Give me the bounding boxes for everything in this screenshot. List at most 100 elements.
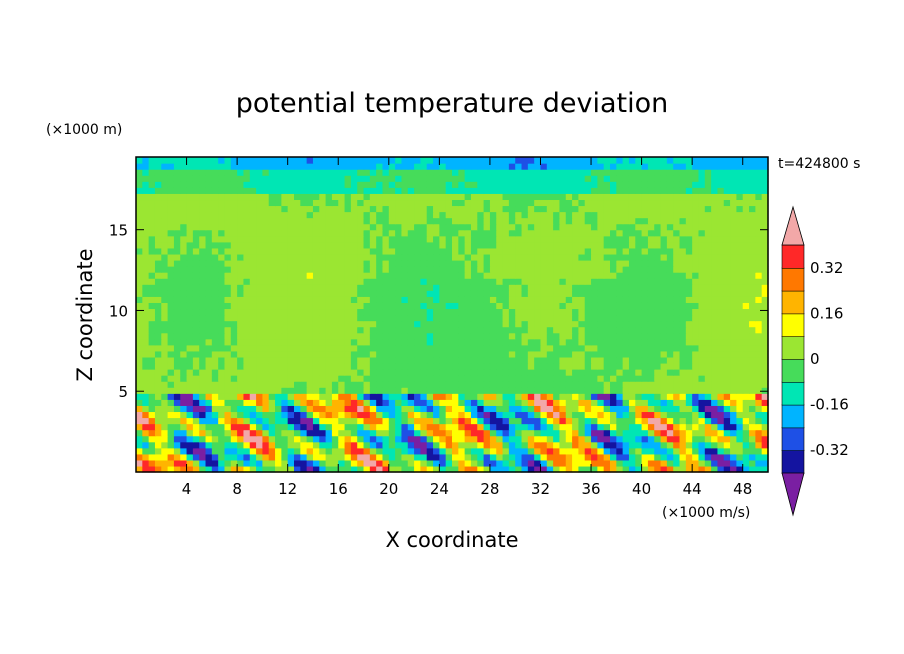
heatmap-cell bbox=[496, 259, 504, 267]
heatmap-cell bbox=[205, 199, 213, 207]
heatmap-cell bbox=[161, 344, 169, 352]
heatmap-cell bbox=[641, 205, 649, 213]
heatmap-cell bbox=[591, 459, 598, 467]
heatmap-cell bbox=[584, 375, 592, 382]
heatmap-cell bbox=[300, 369, 308, 376]
heatmap-cell bbox=[300, 296, 308, 303]
heatmap-cell bbox=[211, 423, 219, 431]
heatmap-cell bbox=[622, 181, 630, 188]
heatmap-cell bbox=[395, 223, 403, 231]
heatmap-cell bbox=[338, 181, 346, 188]
heatmap-cell bbox=[692, 223, 700, 231]
heatmap-cell bbox=[597, 344, 605, 352]
heatmap-cell bbox=[508, 326, 516, 334]
heatmap-cell bbox=[477, 193, 485, 201]
heatmap-cell bbox=[249, 302, 257, 310]
heatmap-cell bbox=[622, 302, 630, 310]
heatmap-cell bbox=[717, 423, 725, 431]
heatmap-cell bbox=[382, 356, 390, 364]
heatmap-cell bbox=[243, 169, 251, 176]
heatmap-cell bbox=[275, 187, 282, 194]
heatmap-cell bbox=[603, 278, 611, 285]
heatmap-cell bbox=[211, 296, 219, 303]
heatmap-cell bbox=[755, 350, 763, 358]
heatmap-cell bbox=[445, 308, 453, 316]
heatmap-cell bbox=[136, 369, 143, 376]
heatmap-cell bbox=[414, 314, 421, 322]
heatmap-cell bbox=[256, 314, 263, 322]
heatmap-cell bbox=[357, 259, 365, 267]
heatmap-cell bbox=[426, 447, 434, 455]
heatmap-cell bbox=[692, 326, 700, 334]
heatmap-cell bbox=[224, 175, 232, 182]
heatmap-cell bbox=[319, 223, 327, 231]
heatmap-cell bbox=[287, 399, 295, 406]
heatmap-cell bbox=[294, 453, 301, 461]
heatmap-cell bbox=[154, 296, 162, 303]
heatmap-cell bbox=[199, 181, 207, 188]
heatmap-cell bbox=[319, 259, 327, 267]
heatmap-cell bbox=[224, 356, 232, 364]
heatmap-cell bbox=[578, 205, 586, 213]
heatmap-cell bbox=[319, 435, 327, 443]
heatmap-cell bbox=[136, 435, 143, 443]
heatmap-cell bbox=[572, 411, 579, 419]
heatmap-cell bbox=[376, 235, 384, 243]
heatmap-cell bbox=[704, 229, 712, 237]
heatmap-cell bbox=[167, 217, 175, 225]
heatmap-cell bbox=[610, 296, 617, 303]
heatmap-cell bbox=[704, 266, 712, 273]
heatmap-cell bbox=[742, 241, 750, 249]
heatmap-cell bbox=[148, 417, 156, 425]
heatmap-cell bbox=[388, 235, 396, 243]
heatmap-cell bbox=[654, 350, 662, 358]
heatmap-cell bbox=[401, 217, 409, 225]
heatmap-cell bbox=[186, 399, 194, 406]
heatmap-cell bbox=[287, 459, 295, 467]
heatmap-cell bbox=[199, 187, 207, 194]
heatmap-cell bbox=[666, 229, 674, 237]
heatmap-cell bbox=[603, 405, 611, 413]
heatmap-cell bbox=[350, 223, 358, 231]
heatmap-cell bbox=[319, 229, 327, 237]
heatmap-cell bbox=[205, 175, 213, 182]
heatmap-cell bbox=[211, 417, 219, 425]
heatmap-cell bbox=[711, 417, 719, 425]
heatmap-cell bbox=[584, 399, 592, 406]
heatmap-cell bbox=[610, 344, 617, 352]
heatmap-cell bbox=[464, 314, 472, 322]
heatmap-cell bbox=[275, 314, 282, 322]
heatmap-cell bbox=[300, 217, 308, 225]
heatmap-cell bbox=[477, 266, 485, 273]
heatmap-cell bbox=[508, 175, 516, 182]
heatmap-cell bbox=[742, 459, 750, 467]
heatmap-cell bbox=[591, 314, 598, 322]
heatmap-cell bbox=[635, 193, 643, 201]
heatmap-cell bbox=[287, 223, 295, 231]
heatmap-cell bbox=[692, 447, 700, 455]
heatmap-cell bbox=[262, 181, 270, 188]
heatmap-cell bbox=[742, 187, 750, 194]
heatmap-cell bbox=[540, 217, 548, 225]
heatmap-cell bbox=[376, 465, 384, 473]
heatmap-cell bbox=[717, 187, 725, 194]
heatmap-cell bbox=[199, 320, 207, 328]
heatmap-cell bbox=[515, 435, 523, 443]
heatmap-cell bbox=[218, 278, 226, 285]
heatmap-cell bbox=[268, 290, 276, 297]
heatmap-cell bbox=[464, 187, 472, 194]
heatmap-cell bbox=[433, 296, 440, 303]
heatmap-cell bbox=[685, 326, 693, 334]
heatmap-cell bbox=[363, 235, 371, 243]
heatmap-cell bbox=[647, 278, 655, 285]
heatmap-cell bbox=[572, 381, 579, 388]
heatmap-cell bbox=[331, 193, 339, 201]
heatmap-cell bbox=[698, 272, 706, 279]
heatmap-cell bbox=[534, 193, 542, 201]
heatmap-cell bbox=[262, 350, 270, 358]
heatmap-cell bbox=[319, 181, 327, 188]
heatmap-cell bbox=[464, 181, 472, 188]
heatmap-cell bbox=[262, 375, 270, 382]
heatmap-cell bbox=[306, 284, 314, 291]
heatmap-cell bbox=[666, 429, 674, 437]
